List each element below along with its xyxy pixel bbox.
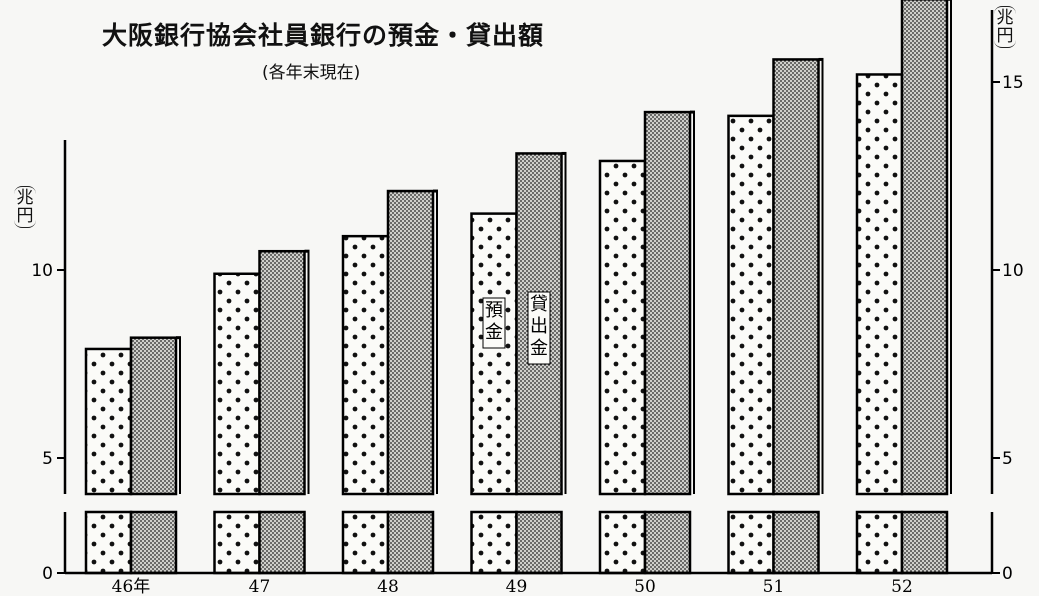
bar-loans-6 <box>900 0 949 496</box>
bar-loans-1 <box>258 249 306 496</box>
right-tick-label: 10 <box>1002 261 1024 281</box>
bar-deposits-3 <box>470 212 518 496</box>
bar-loans-5 <box>772 58 820 496</box>
bar-stub-loans-2 <box>386 510 435 575</box>
bar-stub-deposits-2 <box>341 510 390 575</box>
bar-stub-deposits-5 <box>727 510 775 575</box>
x-tick-label: 46年 <box>112 577 151 596</box>
legend-label-loans: 貸出金 <box>530 294 548 359</box>
bar-stub-deposits-0 <box>84 510 133 575</box>
right-tick-label: 15 <box>1002 73 1024 93</box>
x-tick-label: 48 <box>377 577 399 596</box>
bar-loans-0 <box>129 336 178 496</box>
x-tick-label: 51 <box>763 577 785 596</box>
bar-stub-deposits-6 <box>855 510 904 575</box>
left-unit-label: 兆円 <box>14 186 36 228</box>
bar-stub-loans-6 <box>900 510 949 575</box>
left-tick-label: 10 <box>31 261 53 281</box>
bar-stub-deposits-4 <box>598 510 647 575</box>
bar-deposits-5 <box>727 114 775 496</box>
bar-stub-loans-3 <box>515 510 563 575</box>
bar-loans-2 <box>386 189 435 496</box>
legend-label-deposits: 預金 <box>485 300 503 343</box>
right-unit-label: 兆円 <box>994 6 1016 48</box>
x-tick-label: 47 <box>249 577 271 596</box>
x-tick-label: 50 <box>634 577 656 596</box>
left-tick-label: 5 <box>42 449 53 469</box>
bar-deposits-4 <box>598 159 647 496</box>
bar-stub-loans-5 <box>772 510 820 575</box>
bar-stub-deposits-1 <box>213 510 261 575</box>
bar-deposits-6 <box>855 73 904 496</box>
bar-stub-loans-0 <box>129 510 178 575</box>
right-tick-label: 0 <box>1002 564 1013 584</box>
bar-deposits-2 <box>341 234 390 496</box>
bar-deposits-0 <box>84 347 133 496</box>
bar-deposits-1 <box>213 272 261 496</box>
right-tick-label: 5 <box>1002 449 1013 469</box>
bar-stub-loans-4 <box>643 510 692 575</box>
bar-loans-4 <box>643 110 692 496</box>
chart-subtitle: (各年末現在) <box>262 63 361 83</box>
bar-stub-deposits-3 <box>470 510 518 575</box>
left-tick-label: 0 <box>42 564 53 584</box>
x-tick-label: 52 <box>891 577 913 596</box>
x-tick-label: 49 <box>506 577 528 596</box>
legend-label-box <box>527 291 551 365</box>
legend-label-box <box>482 297 506 349</box>
chart-title: 大阪銀行協会社員銀行の預金・貸出額 <box>102 21 545 50</box>
bar-stub-loans-1 <box>258 510 306 575</box>
